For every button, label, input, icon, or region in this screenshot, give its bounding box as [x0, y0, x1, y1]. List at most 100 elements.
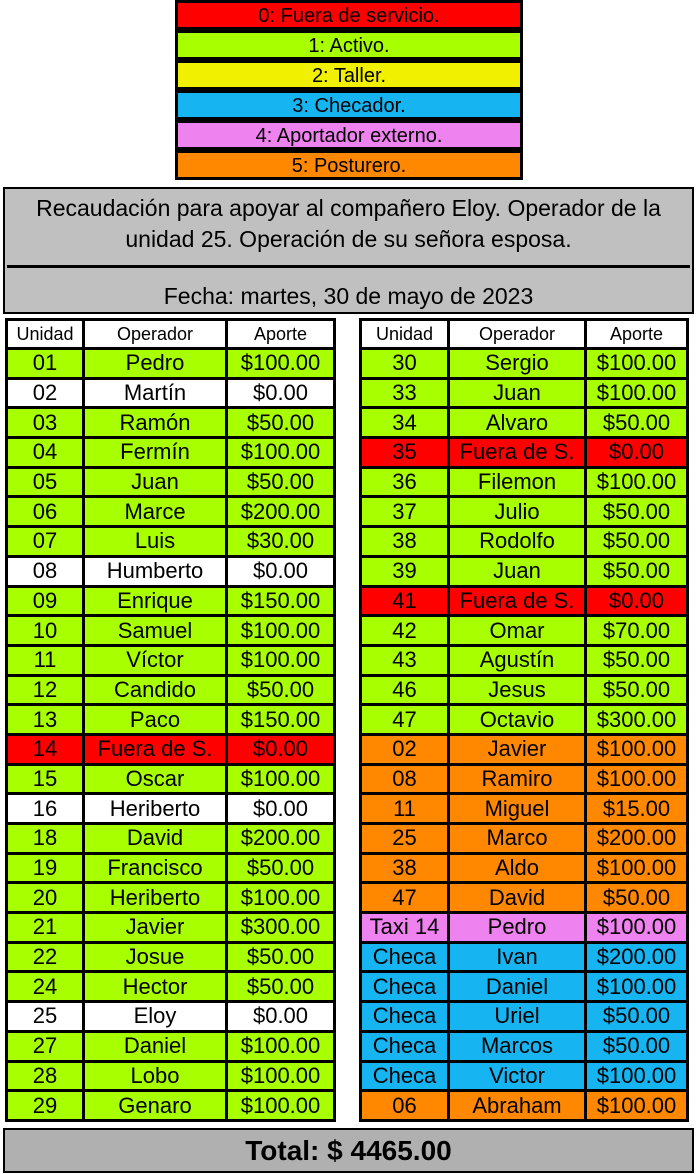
unit-cell: 43 [362, 646, 447, 674]
amount-cell: $100.00 [587, 350, 686, 377]
amount-cell: $100.00 [587, 379, 686, 407]
amount-cell: $300.00 [587, 706, 686, 733]
table-row: 37 Julio $50.00 [362, 498, 686, 526]
unit-cell: 47 [362, 884, 447, 912]
amount-cell: $50.00 [587, 557, 686, 585]
amount-cell: $100.00 [587, 468, 686, 496]
amount-cell: $200.00 [587, 825, 686, 852]
operator-cell: Marco [450, 825, 584, 852]
operator-cell: Candido [85, 676, 225, 704]
unit-cell: 04 [8, 439, 82, 466]
table-row: 36 Filemon $100.00 [362, 468, 686, 496]
operator-cell: Marcos [450, 1032, 584, 1060]
amount-cell: $15.00 [587, 795, 686, 822]
amount-cell: $70.00 [587, 617, 686, 644]
operator-column-header: Operador [450, 321, 584, 347]
unit-cell: 19 [8, 854, 82, 882]
unit-cell: 06 [362, 1092, 447, 1119]
table-row: Checa Ivan $200.00 [362, 943, 686, 971]
amount-cell: $200.00 [228, 498, 333, 526]
amount-cell: $100.00 [228, 1032, 333, 1060]
table-row: 07 Luis $30.00 [8, 528, 333, 555]
legend-item-workshop: 2: Taller. [177, 62, 521, 88]
unit-cell: 09 [8, 587, 82, 615]
amount-cell: $100.00 [228, 884, 333, 912]
table-row: 01 Pedro $100.00 [8, 350, 333, 377]
table-row: 46 Jesus $50.00 [362, 676, 686, 704]
amount-cell: $150.00 [228, 706, 333, 733]
operator-column-header: Operador [85, 321, 225, 347]
left-contribution-table: Unidad Operador Aporte 01 Pedro $100.00 02 M… [5, 318, 336, 1122]
table-header-row: Unidad Operador Aporte [362, 321, 686, 347]
table-row: 38 Aldo $100.00 [362, 854, 686, 882]
operator-cell: Ivan [450, 943, 584, 971]
operator-cell: Miguel [450, 795, 584, 822]
operator-cell: Francisco [85, 854, 225, 882]
amount-cell: $0.00 [228, 735, 333, 763]
operator-cell: Sergio [450, 350, 584, 377]
operator-cell: Julio [450, 498, 584, 526]
status-legend: 0: Fuera de servicio. 1: Activo. 2: Tall… [175, 0, 523, 180]
amount-cell: $100.00 [587, 765, 686, 793]
table-row: 25 Eloy $0.00 [8, 1003, 333, 1030]
operator-cell: Samuel [85, 617, 225, 644]
table-row: 42 Omar $70.00 [362, 617, 686, 644]
table-row: 03 Ramón $50.00 [8, 409, 333, 437]
amount-cell: $100.00 [587, 854, 686, 882]
amount-cell: $0.00 [587, 439, 686, 466]
table-row: 39 Juan $50.00 [362, 557, 686, 585]
fundraiser-date: Fecha: martes, 30 de mayo de 2023 [163, 283, 534, 309]
legend-item-posturero: 5: Posturero. [177, 152, 521, 178]
operator-cell: Pedro [85, 350, 225, 377]
fundraiser-title: Recaudación para apoyar al compañero Elo… [36, 195, 661, 252]
table-row: 05 Juan $50.00 [8, 468, 333, 496]
table-row: 22 Josue $50.00 [8, 943, 333, 971]
unit-cell: 12 [8, 676, 82, 704]
unit-cell: 25 [8, 1003, 82, 1030]
table-row: 24 Hector $50.00 [8, 973, 333, 1001]
table-row: 30 Sergio $100.00 [362, 350, 686, 377]
unit-cell: 16 [8, 795, 82, 822]
operator-cell: Agustín [450, 646, 584, 674]
operator-cell: Paco [85, 706, 225, 733]
amount-cell: $100.00 [228, 439, 333, 466]
amount-cell: $50.00 [228, 409, 333, 437]
unit-cell: 30 [362, 350, 447, 377]
amount-cell: $300.00 [228, 914, 333, 941]
operator-cell: Eloy [85, 1003, 225, 1030]
operator-cell: Heriberto [85, 795, 225, 822]
unit-cell: 24 [8, 973, 82, 1001]
unit-cell: 39 [362, 557, 447, 585]
table-row: Checa Victor $100.00 [362, 1062, 686, 1090]
operator-cell: David [450, 884, 584, 912]
amount-cell: $50.00 [587, 528, 686, 555]
unit-cell: 01 [8, 350, 82, 377]
unit-cell: 38 [362, 854, 447, 882]
amount-cell: $100.00 [228, 1062, 333, 1090]
operator-cell: Victor [450, 1062, 584, 1090]
operator-cell: Aldo [450, 854, 584, 882]
table-row: 06 Marce $200.00 [8, 498, 333, 526]
amount-cell: $50.00 [587, 676, 686, 704]
amount-cell: $50.00 [587, 884, 686, 912]
unit-cell: 20 [8, 884, 82, 912]
operator-cell: Hector [85, 973, 225, 1001]
operator-cell: Javier [450, 735, 584, 763]
amount-cell: $200.00 [228, 825, 333, 852]
amount-cell: $100.00 [228, 1092, 333, 1119]
table-row: 29 Genaro $100.00 [8, 1092, 333, 1119]
table-row: 18 David $200.00 [8, 825, 333, 852]
operator-cell: Fuera de S. [450, 439, 584, 466]
table-row: 14 Fuera de S. $0.00 [8, 735, 333, 763]
amount-cell: $0.00 [228, 557, 333, 585]
table-row: 34 Alvaro $50.00 [362, 409, 686, 437]
operator-cell: Josue [85, 943, 225, 971]
unit-cell: 35 [362, 439, 447, 466]
unit-cell: 14 [8, 735, 82, 763]
unit-cell: 02 [8, 379, 82, 407]
table-row: Checa Marcos $50.00 [362, 1032, 686, 1060]
unit-cell: 33 [362, 379, 447, 407]
operator-cell: Juan [85, 468, 225, 496]
table-row: 38 Rodolfo $50.00 [362, 528, 686, 555]
unit-cell: 38 [362, 528, 447, 555]
